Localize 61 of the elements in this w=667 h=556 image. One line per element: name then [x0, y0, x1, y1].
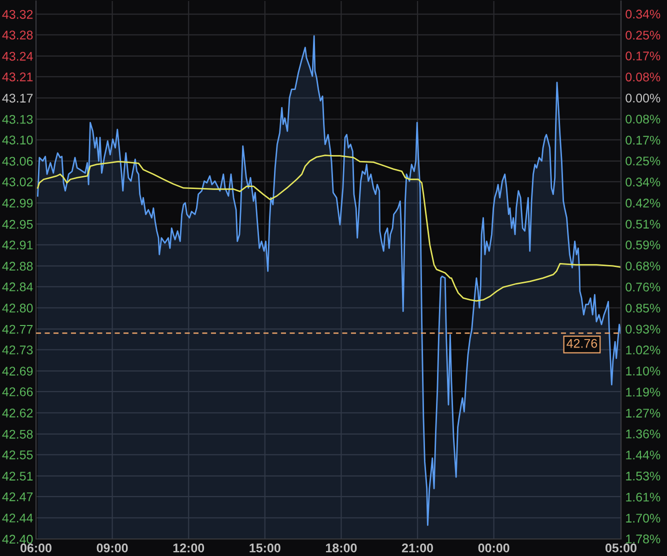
- y-tick-label: 43.10: [2, 136, 33, 144]
- y2-tick-label: 0.76%: [626, 282, 660, 292]
- y2-tick-label: 0.25%: [626, 156, 660, 166]
- y-tick-label: 43.24: [2, 52, 33, 61]
- y-tick-label: 42.62: [2, 408, 33, 418]
- y-tick-label: 42.99: [2, 198, 33, 208]
- y-tick-label: 42.44: [2, 514, 33, 522]
- x-tick-label: 12:00: [173, 543, 204, 552]
- y-tick-label: 42.47: [2, 492, 33, 502]
- y2-tick-label: 0.68%: [626, 262, 660, 270]
- y-tick-label: 43.17: [2, 94, 33, 103]
- x-tick-label: 05:00: [606, 543, 636, 552]
- y-tick-label: 42.69: [2, 366, 33, 376]
- y-tick-label: 42.66: [2, 387, 33, 396]
- y2-tick-label: 1.53%: [626, 472, 660, 480]
- y-tick-label: 42.51: [2, 472, 33, 481]
- y-tick-label: 42.88: [2, 262, 33, 271]
- y2-tick-label: 0.34%: [626, 10, 660, 19]
- y2-tick-label: 0.08%: [626, 114, 660, 124]
- x-tick-label: 00:00: [478, 543, 510, 552]
- y2-tick-label: 0.51%: [626, 220, 660, 229]
- y2-tick-label: 0.17%: [626, 52, 660, 60]
- y2-tick-label: 1.10%: [626, 366, 660, 376]
- y-tick-label: 42.58: [2, 430, 33, 439]
- y2-tick-label: 1.19%: [626, 388, 660, 397]
- x-tick-label: 21:00: [402, 543, 433, 552]
- y2-tick-label: 0.00%: [626, 94, 660, 102]
- y-tick-label: 43.02: [2, 177, 33, 186]
- x-tick-label: 09:00: [96, 543, 128, 552]
- x-tick-label: 18:00: [326, 543, 357, 552]
- y-tick-label: 43.32: [2, 10, 33, 19]
- y2-tick-label: 1.44%: [626, 450, 660, 460]
- y-tick-label: 43.06: [2, 156, 33, 166]
- y2-tick-label: 1.78%: [626, 534, 660, 544]
- y-tick-label: 43.21: [2, 72, 33, 82]
- y-tick-label: 42.84: [2, 282, 33, 292]
- x-tick-label: 06:00: [20, 543, 52, 552]
- y-tick-label: 42.91: [2, 240, 33, 250]
- y2-tick-label: 1.27%: [626, 408, 660, 418]
- y2-tick-label: 0.25%: [626, 30, 660, 40]
- y2-tick-label: 0.34%: [626, 178, 660, 186]
- ref-line-label: 42.76: [566, 338, 598, 348]
- y2-tick-label: 0.17%: [626, 136, 660, 145]
- y-tick-label: 42.40: [2, 534, 33, 544]
- y-tick-label: 42.73: [2, 346, 33, 354]
- y-tick-label: 42.77: [2, 324, 33, 334]
- y-tick-label: 43.28: [2, 30, 33, 40]
- y2-tick-label: 0.42%: [626, 198, 660, 208]
- y2-tick-label: 1.70%: [626, 514, 660, 523]
- y-tick-label: 42.95: [2, 220, 33, 229]
- y2-tick-label: 1.36%: [626, 430, 660, 438]
- y-tick-label: 42.80: [2, 304, 33, 313]
- y2-tick-label: 0.59%: [626, 240, 660, 250]
- y2-tick-label: 0.93%: [626, 324, 660, 334]
- y2-tick-label: 1.02%: [626, 346, 660, 354]
- x-tick-label: 15:00: [250, 543, 280, 552]
- y2-tick-label: 0.85%: [626, 304, 660, 313]
- y-tick-label: 43.13: [2, 114, 33, 124]
- y2-tick-label: 1.61%: [626, 492, 660, 502]
- y-tick-label: 42.55: [2, 450, 33, 460]
- y2-tick-label: 0.08%: [626, 72, 660, 82]
